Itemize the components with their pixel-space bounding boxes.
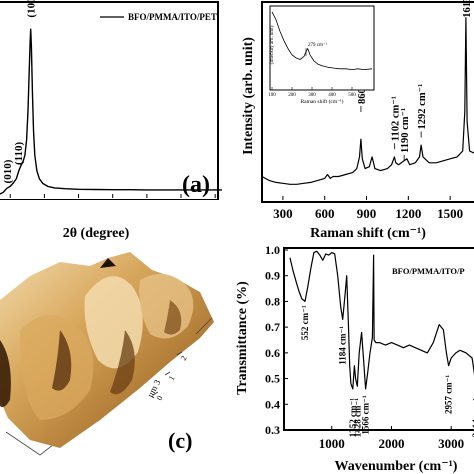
panel-c-tick-label: 1 <box>167 374 177 382</box>
inset-x-ticks: 100 200 300 400 500 <box>268 87 356 98</box>
panel-c-tick-mark <box>164 371 171 376</box>
panel-d-peak-label: 3414 cm⁻¹ <box>471 398 474 437</box>
panel-a-x-tick-label: 60 <box>140 203 153 218</box>
inset-tick-label: 500 <box>348 93 356 98</box>
panel-b-x-tick-label: 600 <box>315 206 335 221</box>
panel-d-y-tick-label: 0.8 <box>265 294 280 308</box>
panel-b-inset: 100 200 300 400 500 279 cm⁻¹ (Intensity arb.… <box>268 5 375 105</box>
panel-a-x-tick-label: 50 <box>106 203 119 218</box>
afm-shadow-1 <box>52 330 72 391</box>
inset-x-axis-label: Raman shift (cm⁻¹) <box>300 98 343 105</box>
inset-tick-label: 100 <box>268 93 276 98</box>
panel-a-x-axis-title: 2θ (degree) <box>63 226 130 241</box>
panel-c-axis-ticks: 2 1 0 <box>152 351 189 402</box>
panel-a-x-tick-label: 20 <box>4 203 17 218</box>
panel-b-peak-label: 1292 cm⁻¹ <box>417 84 428 130</box>
inset-tick-label: 200 <box>288 93 296 98</box>
panel-d-y-axis-label: Transmittance (%) <box>235 281 250 395</box>
panel-a-x-tick-label: 70 <box>175 203 188 218</box>
panel-c-tick-mark <box>176 351 183 356</box>
panel-a-series-line-0 <box>0 28 222 195</box>
inset-series <box>271 11 373 70</box>
panel-d-y-tick-label: 0.3 <box>265 423 280 437</box>
panel-d-x-axis-label: Wavenumber (cm⁻¹) <box>335 459 458 474</box>
panel-d-peak-label: 1184 cm⁻¹ <box>338 326 348 365</box>
afm-shadow-3 <box>0 340 11 408</box>
afm-shadow-2 <box>110 330 135 395</box>
panel-d-peak-label: 552 cm⁻¹ <box>300 305 310 340</box>
inset-frame <box>269 5 375 91</box>
panel-a-peak-label: (010) <box>2 159 14 183</box>
inset-peak-label: 279 cm⁻¹ <box>308 42 327 48</box>
inset-tick-label: 400 <box>328 93 336 98</box>
panel-d-peak-label: 1428 cm⁻¹ <box>352 398 362 437</box>
panel-d-legend: BFO/PMMA/ITO/P <box>392 266 465 276</box>
inset-y-axis-label: (Intensity arb. unit) <box>270 25 275 64</box>
inset-series-line-0 <box>271 11 373 70</box>
panel-a-peak-label: (110) <box>13 141 25 165</box>
panel-b-x-tick-label: 900 <box>357 206 377 221</box>
panel-d-y-tick-label: 0.6 <box>265 346 280 360</box>
panel-d-x-tick-label: 3000 <box>438 436 464 451</box>
panel-c-panel-label: (c) <box>168 428 192 453</box>
panel-a-legend: BFO/PMMA/ITO/PET <box>128 12 217 22</box>
afm-shadow-4 <box>164 300 182 335</box>
panel-a-x-tick-label: 40 <box>72 203 85 218</box>
panel-d-y-tick-label: 0.5 <box>265 372 280 386</box>
panel-b-frame <box>261 1 474 203</box>
panel-b-series-line-0 <box>262 17 474 185</box>
inset-tick-label: 300 <box>308 93 316 98</box>
panel-d-y-tick-label: 1.0 <box>265 243 280 257</box>
panel-a-series <box>0 28 222 195</box>
panel-b-x-axis-label: Raman shift (cm⁻¹) <box>310 226 426 241</box>
panel-d-peak-label: 1352 cm⁻¹ <box>348 398 358 437</box>
panel-b-peak-label: 1190 cm⁻¹ <box>400 108 411 153</box>
panel-d-y-tick-label: 0.7 <box>265 320 280 334</box>
panel-c-tick-label: 0 <box>155 394 165 402</box>
panel-b-series <box>262 17 474 185</box>
panel-a-frame <box>0 1 219 200</box>
panel-d-peak-label: 2957 cm⁻¹ <box>444 375 454 414</box>
panel-d-frame <box>283 247 474 431</box>
panel-b-x-ticks: 300 600 900 1200 1500 <box>273 196 463 221</box>
panel-a-x-ticks: 20 30 40 50 60 70 80 <box>4 194 222 218</box>
afm-peak-tip <box>100 258 116 268</box>
panel-c-tick-label: 2 <box>179 354 189 362</box>
panel-a-x-tick-label: 30 <box>38 203 51 218</box>
panel-d-y-tick-label: 0.9 <box>265 269 280 283</box>
panel-d-x-ticks: 1000 2000 3000 <box>319 426 464 451</box>
panel-a-x-tick-label: 80 <box>209 203 222 218</box>
panel-d-x-tick-label: 1000 <box>319 436 345 451</box>
panel-c-tick-mark <box>152 391 159 396</box>
panel-a-peak-labels: (010)(110) (100) <box>2 0 38 183</box>
panel-d-y-ticks: 0.3 0.4 0.5 0.6 0.7 0.8 0.9 1.0 <box>265 243 288 437</box>
panel-b-x-tick-label: 300 <box>273 206 293 221</box>
panel-b-peak-label: 1102 cm⁻¹ <box>391 96 402 141</box>
afm-right-edge <box>195 317 213 335</box>
panel-d-x-tick-label: 2000 <box>378 436 404 451</box>
panel-d-peak-label: 1566 cm⁻¹ <box>361 395 371 434</box>
panel-a-xrd-chart: 20 30 40 50 60 70 80 (010)(110) (100) BFO/PMMA/… <box>0 0 222 218</box>
panel-c-afm-image: 210 μm 3 (c) <box>0 244 222 474</box>
panel-d-y-tick-label: 0.4 <box>265 397 280 411</box>
panel-d-series-line-0 <box>289 250 474 390</box>
panel-b-x-tick-label: 1500 <box>437 206 463 221</box>
panel-d-series <box>289 250 474 390</box>
panel-b-x-tick-label: 1200 <box>395 206 421 221</box>
panel-a-panel-label: (a) <box>182 172 210 198</box>
panel-b-peak-label: 1613 cm⁻¹ <box>462 0 473 18</box>
panel-a-peak-label: (100) <box>26 0 38 18</box>
panel-d-ftir-chart: 0.3 0.4 0.5 0.6 0.7 0.8 0.9 1.0 1000 2000 3000 55… <box>235 243 474 474</box>
panel-b-y-axis-label: Intensity (arb. unit) <box>241 37 256 155</box>
